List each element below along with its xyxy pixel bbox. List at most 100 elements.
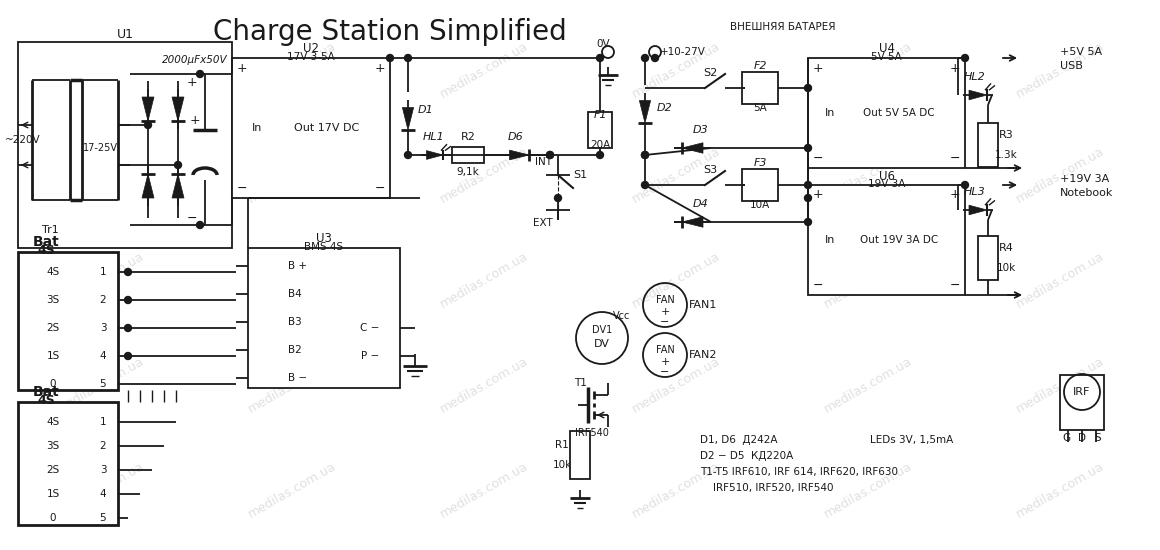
Text: medilas.com.ua: medilas.com.ua [246,355,339,415]
Text: medilas.com.ua: medilas.com.ua [1014,250,1107,311]
Polygon shape [682,143,703,153]
Circle shape [596,54,603,62]
Text: F3: F3 [753,158,767,168]
Text: 3S: 3S [46,295,59,305]
Text: In: In [825,108,835,118]
Text: medilas.com.ua: medilas.com.ua [246,145,339,206]
Text: 2S: 2S [46,323,59,333]
Text: IRF: IRF [1073,387,1090,397]
Text: +: + [660,307,669,317]
Text: 2000μFx50V: 2000μFx50V [162,55,227,65]
Text: 9,1k: 9,1k [457,167,479,177]
Text: R1: R1 [556,440,568,450]
Text: FAN1: FAN1 [689,300,717,310]
Text: +10-27V: +10-27V [660,47,706,57]
Text: U2: U2 [303,42,319,56]
Text: 4S: 4S [37,245,55,257]
Text: D1: D1 [418,105,434,115]
Text: medilas.com.ua: medilas.com.ua [630,355,723,415]
Text: 19V 3A: 19V 3A [868,179,905,189]
Text: medilas.com.ua: medilas.com.ua [53,250,146,311]
Text: DV1: DV1 [592,325,612,335]
Circle shape [124,296,131,304]
Text: +: + [813,189,824,201]
Text: Charge Station Simplified: Charge Station Simplified [213,18,567,46]
Circle shape [805,182,812,189]
Text: IRF540: IRF540 [575,428,609,438]
Text: medilas.com.ua: medilas.com.ua [1014,459,1107,520]
Text: S: S [1095,433,1101,443]
Circle shape [554,195,561,201]
Text: medilas.com.ua: medilas.com.ua [246,40,339,101]
Text: 2S: 2S [46,465,59,475]
Text: U3: U3 [316,233,332,245]
Text: 4S: 4S [46,267,59,277]
Text: 3: 3 [100,323,107,333]
Polygon shape [969,205,987,215]
Circle shape [124,324,131,332]
Text: medilas.com.ua: medilas.com.ua [437,459,530,520]
Text: 1: 1 [100,417,107,427]
Polygon shape [142,97,154,121]
Bar [19,252,118,390]
Text: medilas.com.ua: medilas.com.ua [821,459,914,520]
Text: medilas.com.ua: medilas.com.ua [246,459,339,520]
Bar [19,42,232,248]
Text: medilas.com.ua: medilas.com.ua [246,250,339,311]
Circle shape [196,222,203,228]
Text: U6: U6 [878,169,894,183]
Text: LEDs 3V, 1,5mA: LEDs 3V, 1,5mA [870,435,954,445]
Text: B2: B2 [288,345,302,355]
Text: medilas.com.ua: medilas.com.ua [1014,355,1107,415]
Text: 2: 2 [100,295,107,305]
Text: S1: S1 [573,170,587,180]
Text: 4S: 4S [37,394,55,408]
Text: medilas.com.ua: medilas.com.ua [1014,145,1107,206]
Text: P −: P − [361,351,379,361]
Text: B +: B + [288,261,307,271]
Text: 3: 3 [100,465,107,475]
Text: 1S: 1S [46,489,59,499]
Text: medilas.com.ua: medilas.com.ua [821,40,914,101]
Text: D3: D3 [694,125,709,135]
Text: 10k: 10k [552,460,572,470]
Text: 3S: 3S [46,441,59,451]
Text: ~220V: ~220V [5,135,41,145]
Text: R3: R3 [999,130,1014,140]
Text: DV: DV [594,339,610,349]
Text: +: + [237,62,247,74]
Bar [809,58,965,168]
Text: FAN: FAN [655,345,674,355]
Text: medilas.com.ua: medilas.com.ua [630,250,723,311]
Text: −: − [660,317,669,327]
Circle shape [546,151,553,158]
Text: medilas.com.ua: medilas.com.ua [437,40,530,101]
Text: 5: 5 [100,513,107,523]
Polygon shape [427,151,443,160]
Bar [452,147,484,163]
Text: C −: C − [361,323,379,333]
Text: Tr1: Tr1 [42,225,58,235]
Text: FAN2: FAN2 [689,350,717,360]
Text: ВНЕШНЯЯ БАТАРЕЯ: ВНЕШНЯЯ БАТАРЕЯ [730,22,835,32]
Text: +: + [190,113,201,127]
Text: medilas.com.ua: medilas.com.ua [53,40,146,101]
Text: 0: 0 [50,379,56,389]
Text: +: + [950,62,960,74]
Text: INT: INT [535,157,551,167]
Text: EXT: EXT [534,218,553,228]
Text: S3: S3 [703,165,717,175]
Text: medilas.com.ua: medilas.com.ua [53,459,146,520]
Text: G: G [1061,433,1070,443]
Text: Out 19V 3A DC: Out 19V 3A DC [860,235,938,245]
Text: +: + [660,357,669,367]
Text: medilas.com.ua: medilas.com.ua [821,355,914,415]
Text: medilas.com.ua: medilas.com.ua [437,250,530,311]
Text: 5V 5A: 5V 5A [871,52,901,62]
Text: In: In [825,235,835,245]
Text: FAN: FAN [655,295,674,305]
Text: −: − [237,182,247,195]
Text: medilas.com.ua: medilas.com.ua [630,459,723,520]
Text: F1: F1 [593,110,607,120]
Text: IRF510, IRF520, IRF540: IRF510, IRF520, IRF540 [699,483,834,493]
